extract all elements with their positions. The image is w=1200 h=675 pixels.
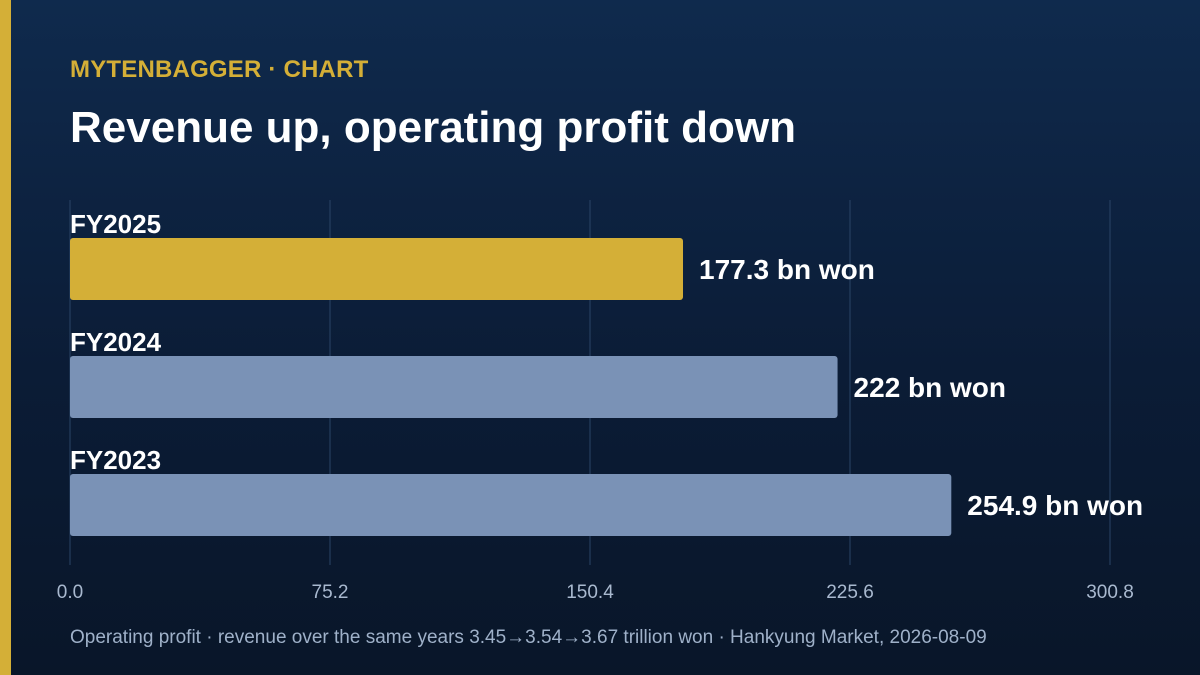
value-label: 254.9 bn won (967, 490, 1143, 521)
accent-bar (0, 0, 11, 675)
bar (70, 356, 838, 418)
value-label: 222 bn won (854, 372, 1006, 403)
bars (70, 238, 952, 536)
x-tick-label: 300.8 (1086, 582, 1134, 603)
bar (70, 238, 684, 300)
x-tick-label: 225.6 (826, 582, 874, 603)
x-tick-label: 75.2 (312, 582, 349, 603)
bar (70, 474, 952, 536)
labels: FY2025 177.3 bn won FY2024 222 bn won FY2023… (70, 209, 1143, 521)
category-label: FY2025 (70, 209, 161, 239)
category-label: FY2024 (70, 327, 162, 357)
x-axis-ticks: 0.0 75.2 150.4 225.6 300.8 (57, 582, 1134, 603)
category-label: FY2023 (70, 445, 161, 475)
chart-kicker: MYTENBAGGER · CHART (70, 56, 369, 83)
x-tick-label: 150.4 (566, 582, 614, 603)
source-note: Operating profit · revenue over the same… (70, 627, 987, 648)
value-label: 177.3 bn won (699, 254, 875, 285)
chart-title: Revenue up, operating profit down (70, 103, 796, 152)
x-tick-label: 0.0 (57, 582, 83, 603)
bar-chart: FY2025 177.3 bn won FY2024 222 bn won FY2023… (56, 200, 1143, 603)
